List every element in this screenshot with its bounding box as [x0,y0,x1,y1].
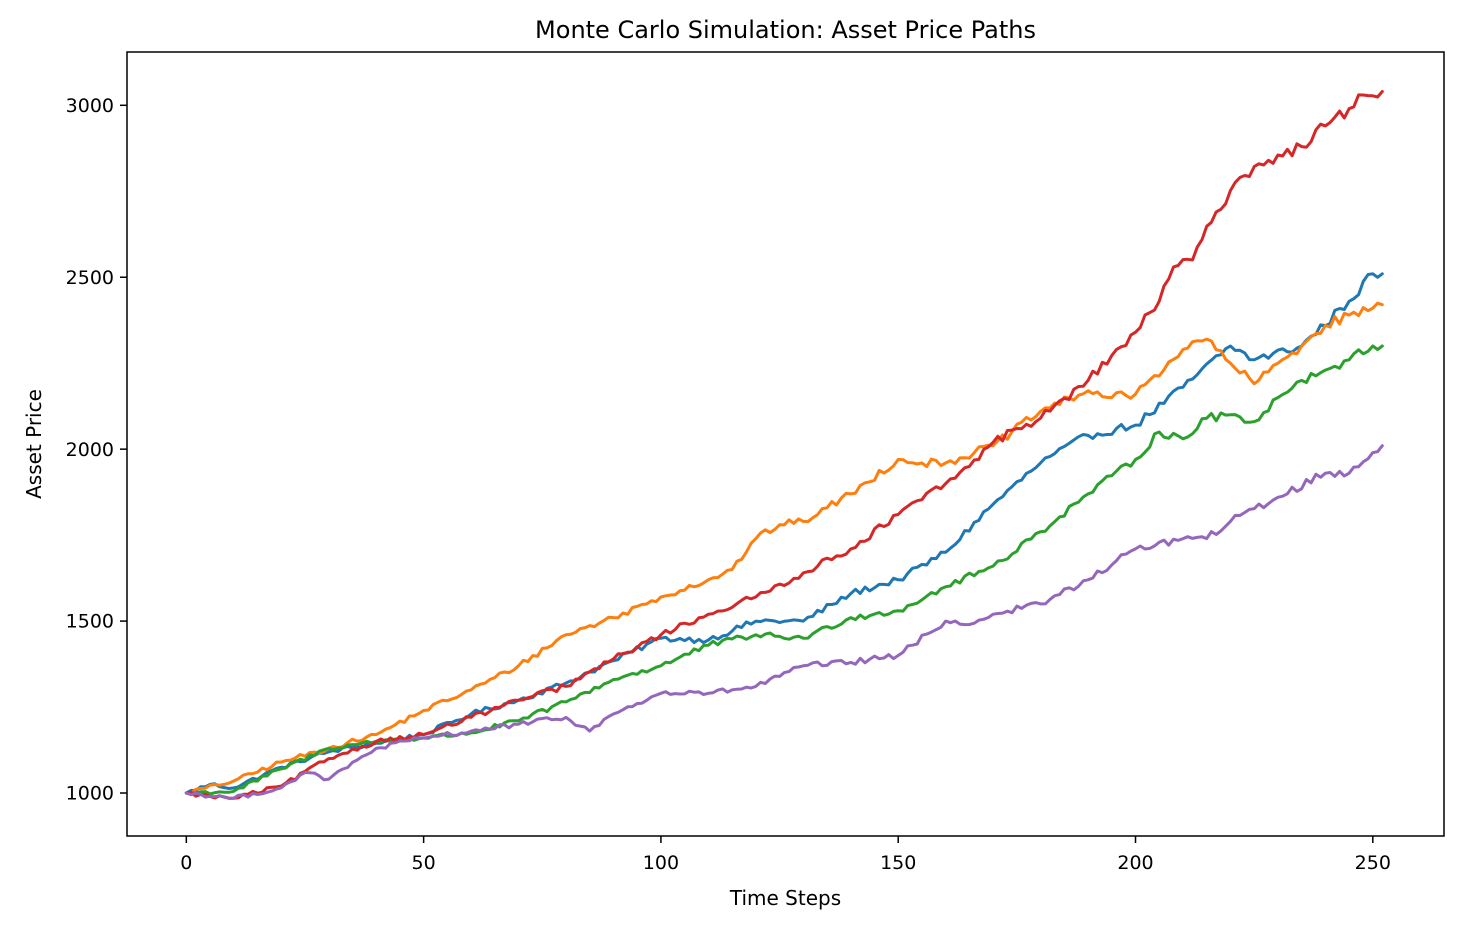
x-tick-label: 50 [412,852,436,874]
series-line-4 [184,90,1384,800]
y-tick-label: 1000 [66,783,114,805]
x-axis-ticks: 0 50 100 150 200 250 [180,836,1391,874]
axes-layer: 0 50 100 150 200 250 1000 1500 2000 2500 3000 [66,51,1445,874]
x-tick-label: 100 [643,852,679,874]
chart-title: Monte Carlo Simulation: Asset Price Path… [535,16,1036,44]
plot-frame [126,51,1445,837]
x-tick-label: 250 [1355,852,1391,874]
y-tick-label: 2000 [66,439,114,461]
x-tick-label: 0 [180,852,192,874]
y-tick-label: 2500 [66,267,114,289]
series-line-3 [184,344,1384,796]
series-line-5 [184,444,1384,800]
x-tick-label: 200 [1117,852,1153,874]
y-tick-label: 1500 [66,611,114,633]
y-axis-ticks: 1000 1500 2000 2500 3000 [66,95,127,805]
x-axis-label: Time Steps [729,886,841,910]
x-tick-label: 150 [880,852,916,874]
y-axis-label: Asset Price [22,389,46,499]
series-layer [184,90,1384,800]
series-line-2 [184,301,1384,795]
series-line-1 [184,272,1384,795]
y-tick-label: 3000 [66,95,114,117]
